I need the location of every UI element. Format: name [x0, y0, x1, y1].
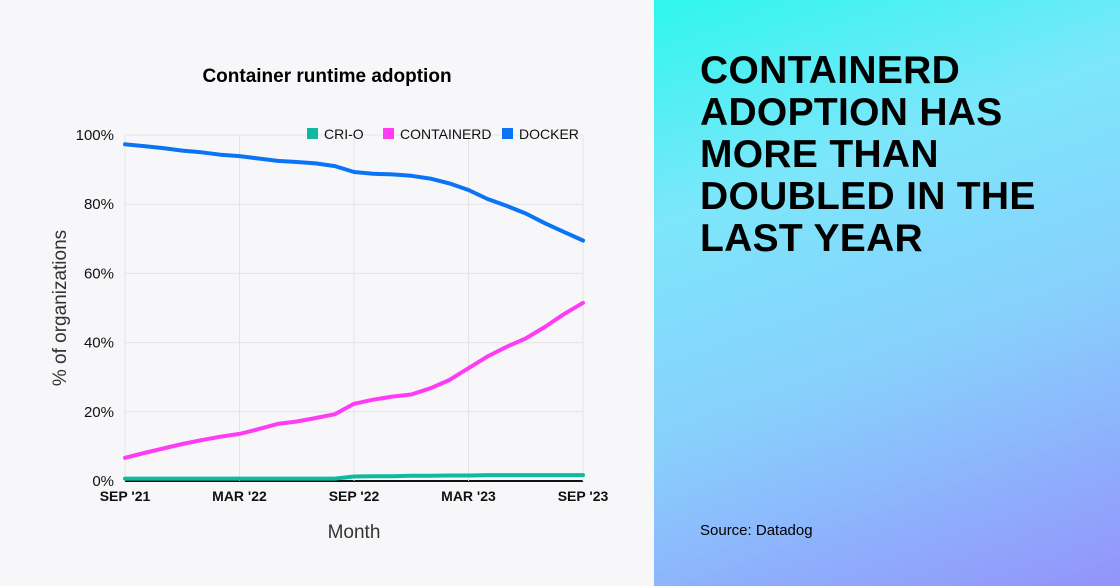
legend-label: CONTAINERD — [400, 126, 492, 142]
legend-swatch-docker — [502, 128, 513, 139]
chart-title: Container runtime adoption — [202, 66, 452, 87]
y-tick-label: 60% — [84, 265, 114, 282]
series-line-docker — [123, 142, 585, 243]
series-line-cri-o — [123, 473, 585, 481]
y-axis-label: % of organizations — [50, 230, 71, 386]
line-chart: 0% 20% 40% 60% 80% 100% SEP '21 MAR '22 SEP '22 M… — [50, 126, 609, 543]
x-tick-label: MAR '22 — [212, 488, 267, 504]
legend-label: CRI-O — [324, 126, 364, 142]
legend-swatch-containerd — [383, 128, 394, 139]
x-tick-label: SEP '21 — [100, 488, 151, 504]
x-axis-label: Month — [328, 522, 381, 543]
series-line-containerd — [123, 300, 585, 460]
x-tick-label: SEP '22 — [329, 488, 380, 504]
y-tick-label: 20% — [84, 404, 114, 421]
y-tick-label: 0% — [92, 473, 114, 490]
x-tick-label: MAR '23 — [441, 488, 496, 504]
headline-panel: CONTAINERD ADOPTION HAS MORE THAN DOUBLE… — [654, 0, 1120, 586]
x-tick-label: SEP '23 — [558, 488, 609, 504]
legend-label: DOCKER — [519, 126, 579, 142]
y-tick-label: 100% — [76, 127, 114, 144]
headline: CONTAINERD ADOPTION HAS MORE THAN DOUBLE… — [700, 49, 1036, 260]
legend-swatch-cri-o — [307, 128, 318, 139]
source-note: Source: Datadog — [700, 522, 813, 539]
chart-panel: Container runtime adoption 0% 20% 40% 60% 80… — [50, 66, 609, 543]
y-tick-label: 80% — [84, 196, 114, 213]
y-tick-label: 40% — [84, 335, 114, 352]
